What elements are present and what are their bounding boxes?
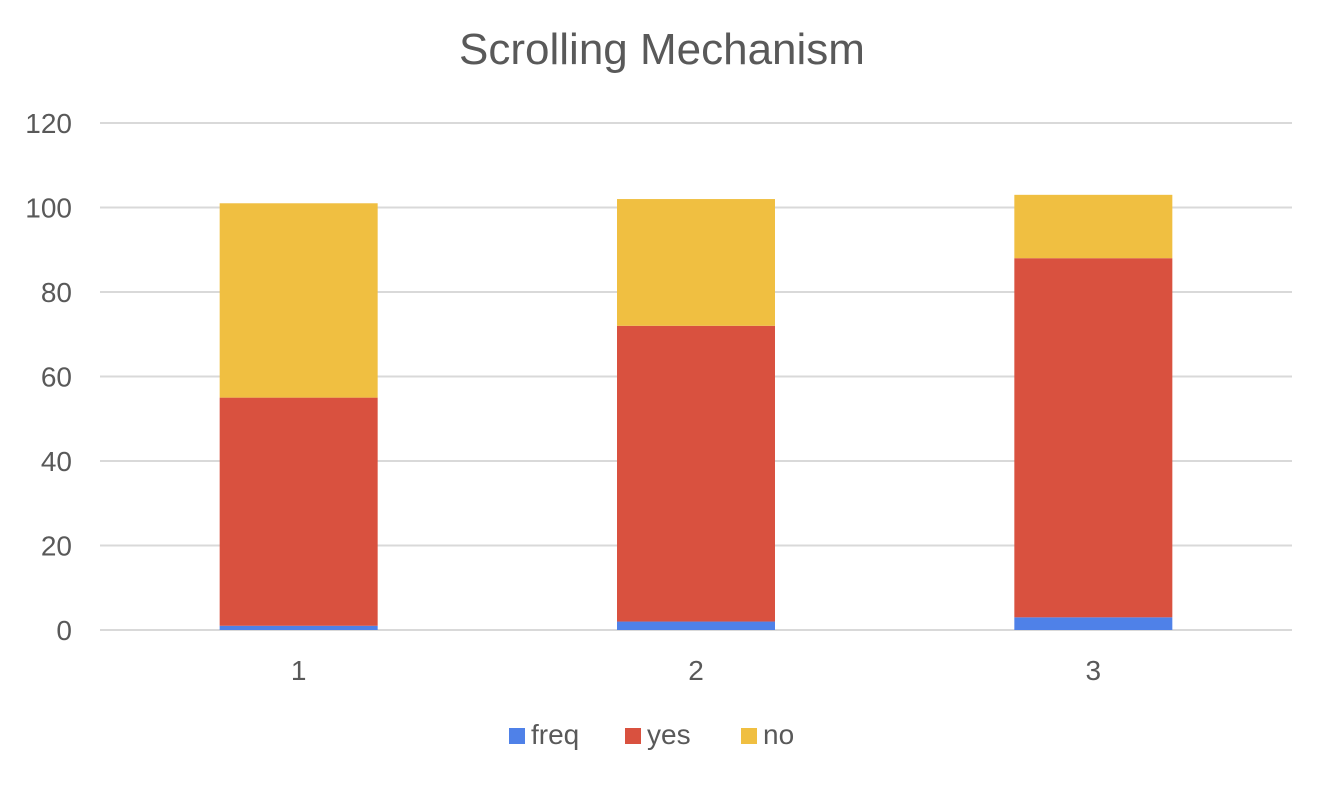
x-tick-label: 1 (291, 655, 307, 686)
legend: freq yes no (509, 719, 794, 750)
legend-swatch-freq (509, 728, 525, 744)
x-axis-tick-labels: 1 2 3 (291, 655, 1101, 686)
legend-swatch-yes (625, 728, 641, 744)
bar-no-2 (617, 199, 775, 326)
y-tick-label: 120 (25, 108, 72, 139)
y-tick-label: 0 (56, 615, 72, 646)
bar-yes-2 (617, 325, 775, 622)
legend-label-yes: yes (647, 719, 691, 750)
bar-no-1 (219, 203, 378, 398)
bar-freq-2 (617, 621, 775, 630)
y-tick-label: 40 (41, 446, 72, 477)
bar-freq-1 (219, 625, 378, 630)
legend-label-freq: freq (531, 719, 579, 750)
y-tick-label: 20 (41, 531, 72, 562)
legend-swatch-no (741, 728, 757, 744)
bar-yes-3 (1014, 258, 1173, 618)
y-axis-tick-labels: 0 20 40 60 80 100 120 (25, 108, 72, 646)
chart-title: Scrolling Mechanism (459, 25, 865, 74)
y-tick-label: 60 (41, 362, 72, 393)
legend-label-no: no (763, 719, 794, 750)
bar-yes-1 (219, 397, 378, 626)
y-tick-label: 100 (25, 193, 72, 224)
bar-freq-3 (1014, 617, 1173, 630)
bar-no-3 (1014, 194, 1173, 259)
x-tick-label: 2 (688, 655, 704, 686)
bars (219, 194, 1173, 630)
y-tick-label: 80 (41, 277, 72, 308)
x-tick-label: 3 (1086, 655, 1102, 686)
